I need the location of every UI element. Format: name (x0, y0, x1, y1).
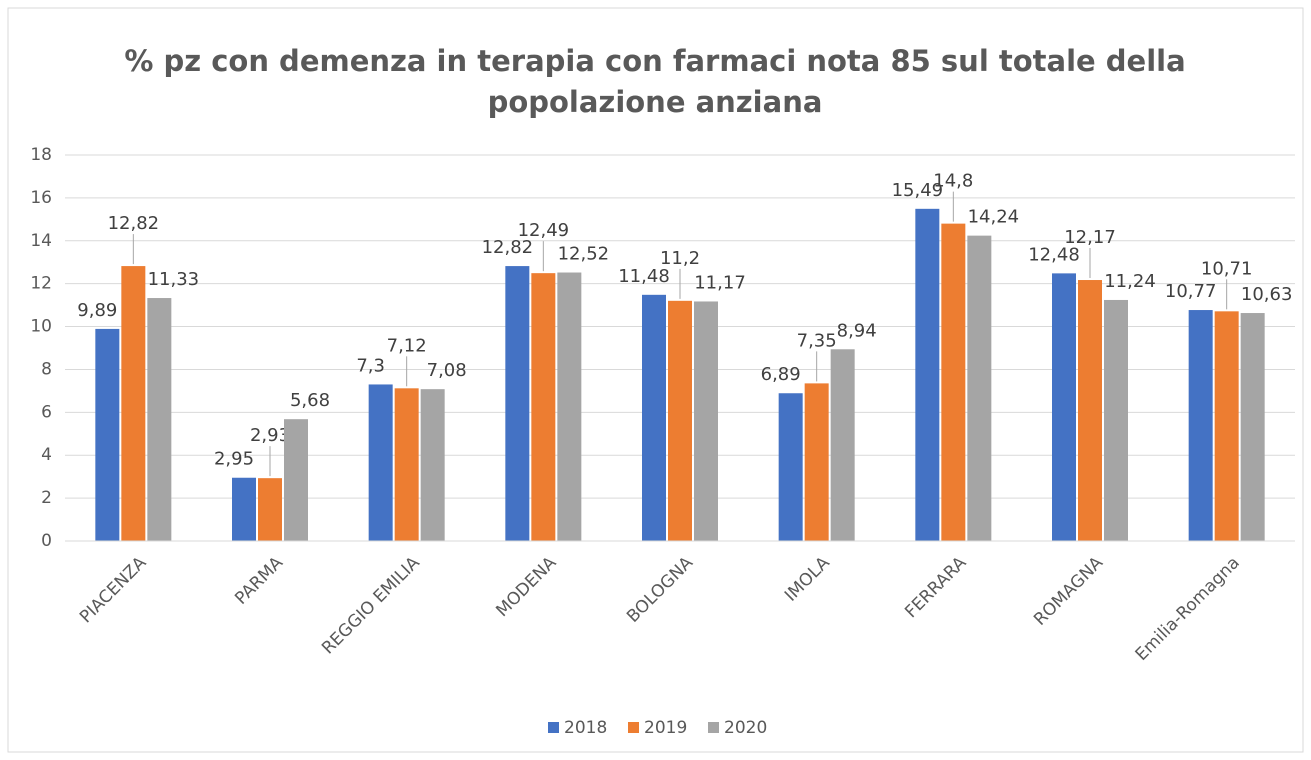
bar (642, 294, 666, 541)
chart-title: % pz con demenza in terapia con farmaci … (124, 44, 1185, 78)
data-label: 5,68 (290, 390, 330, 411)
y-tick-label: 6 (41, 402, 52, 422)
data-label: 7,3 (356, 355, 385, 376)
data-label: 14,8 (933, 171, 973, 192)
bar (368, 384, 393, 541)
data-label: 10,77 (1165, 281, 1217, 302)
data-label: 2,93 (250, 425, 290, 446)
bar (95, 328, 120, 541)
data-label: 11,2 (660, 248, 700, 269)
data-label: 7,35 (797, 330, 837, 351)
data-label: 12,82 (108, 213, 160, 234)
data-label: 11,33 (148, 269, 200, 290)
bar (505, 266, 530, 541)
y-tick-label: 4 (41, 445, 52, 465)
legend-swatch (548, 722, 559, 733)
bar (1214, 311, 1239, 541)
legend-label: 2019 (644, 718, 687, 738)
data-label: 12,17 (1064, 227, 1116, 248)
bar (967, 235, 992, 541)
data-label: 11,17 (694, 272, 746, 293)
data-label: 7,12 (387, 335, 427, 356)
data-label: 10,71 (1201, 258, 1253, 279)
bar (1188, 310, 1213, 541)
legend-label: 2018 (564, 718, 607, 738)
data-label: 11,24 (1104, 271, 1156, 292)
bar (557, 272, 582, 541)
data-label: 15,49 (892, 180, 944, 201)
bar (258, 478, 282, 541)
y-tick-label: 14 (30, 231, 52, 251)
bar (830, 349, 855, 541)
bar (694, 301, 718, 541)
y-tick-label: 16 (30, 188, 52, 208)
y-tick-label: 18 (30, 145, 52, 165)
y-tick-label: 10 (30, 317, 52, 337)
bar (121, 266, 146, 541)
bar (668, 300, 692, 541)
data-label: 11,48 (618, 266, 670, 287)
data-label: 14,24 (968, 207, 1020, 228)
bar (420, 389, 445, 541)
data-label: 12,48 (1028, 244, 1080, 265)
bar (1104, 299, 1128, 541)
bar (284, 419, 308, 541)
bar (778, 393, 803, 541)
chart-title: popolazione anziana (488, 85, 823, 119)
data-label: 7,08 (427, 360, 467, 381)
data-label: 10,63 (1241, 284, 1293, 305)
data-label: 6,89 (761, 364, 801, 385)
bar (531, 273, 556, 541)
legend-label: 2020 (724, 718, 767, 738)
y-tick-label: 12 (30, 274, 52, 294)
data-label: 12,52 (558, 244, 610, 265)
bar (147, 298, 172, 541)
data-label: 9,89 (77, 300, 117, 321)
bar (1240, 313, 1265, 541)
y-tick-label: 8 (41, 359, 52, 379)
data-label: 8,94 (837, 320, 877, 341)
bar (1078, 280, 1102, 541)
data-label: 12,82 (482, 237, 534, 258)
legend-swatch (708, 722, 719, 733)
legend-swatch (628, 722, 639, 733)
bar (1052, 273, 1076, 541)
bar (915, 208, 940, 541)
data-label: 12,49 (518, 220, 570, 241)
data-label: 2,95 (214, 449, 254, 470)
bar (394, 388, 419, 541)
y-tick-label: 2 (41, 488, 52, 508)
y-tick-label: 0 (41, 531, 52, 551)
bar (232, 477, 256, 541)
bar (804, 383, 829, 541)
bar (941, 223, 966, 541)
